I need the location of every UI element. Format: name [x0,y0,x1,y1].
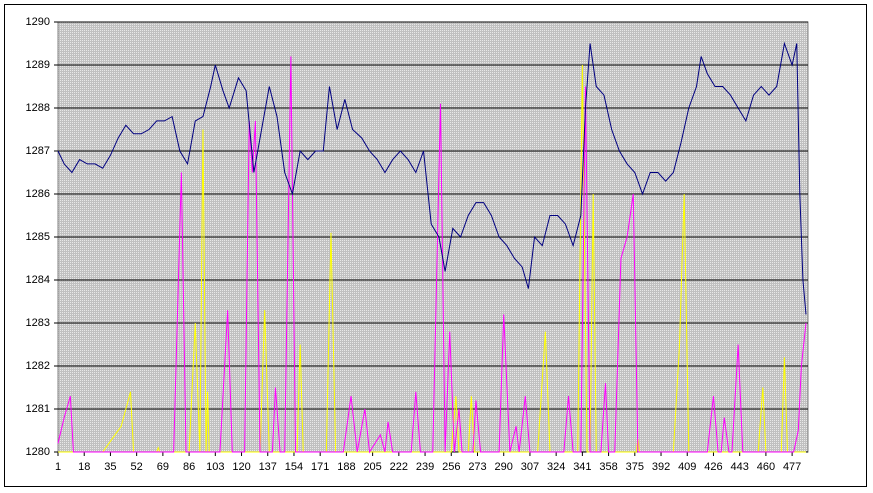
y-tick-label: 1287 [26,145,50,157]
x-tick-label: 69 [157,461,169,473]
x-tick-label: 205 [363,461,381,473]
x-tick-label: 375 [626,461,644,473]
y-tick-label: 1284 [26,274,50,286]
x-tick-label: 290 [495,461,513,473]
y-tick-label: 1285 [26,231,50,243]
series-line [57,41,807,315]
x-tick-label: 171 [311,461,329,473]
x-tick-label: 392 [652,461,670,473]
x-tick-label: 52 [131,461,143,473]
x-tick-label: 103 [206,461,224,473]
y-tick-label: 1289 [26,59,50,71]
y-tick-label: 1282 [26,360,50,372]
x-tick-label: 18 [78,461,90,473]
x-tick-label: 120 [232,461,250,473]
x-tick-label: 443 [731,461,749,473]
x-tick-label: 460 [757,461,775,473]
x-tick-label: 239 [416,461,434,473]
x-tick-label: 273 [468,461,486,473]
x-tick-label: 154 [285,461,303,473]
y-tick-label: 1283 [26,317,50,329]
y-tick-label: 1281 [26,403,50,415]
x-tick-label: 222 [390,461,408,473]
x-tick-label: 426 [704,461,722,473]
x-tick-label: 256 [442,461,460,473]
x-tick-label: 477 [783,461,801,473]
x-tick-label: 341 [573,461,591,473]
y-tick-label: 1290 [26,16,50,28]
x-tick-label: 358 [599,461,617,473]
x-tick-label: 324 [547,461,565,473]
y-tick-label: 1280 [26,446,50,458]
series-line [57,56,807,454]
x-tick-label: 35 [104,461,116,473]
y-tick-label: 1288 [26,102,50,114]
x-tick-label: 188 [337,461,355,473]
x-tick-label: 86 [183,461,195,473]
x-tick-label: 307 [521,461,539,473]
x-tick-label: 409 [678,461,696,473]
x-tick-label: 1 [55,461,61,473]
y-tick-label: 1286 [26,188,50,200]
x-tick-label: 137 [259,461,277,473]
